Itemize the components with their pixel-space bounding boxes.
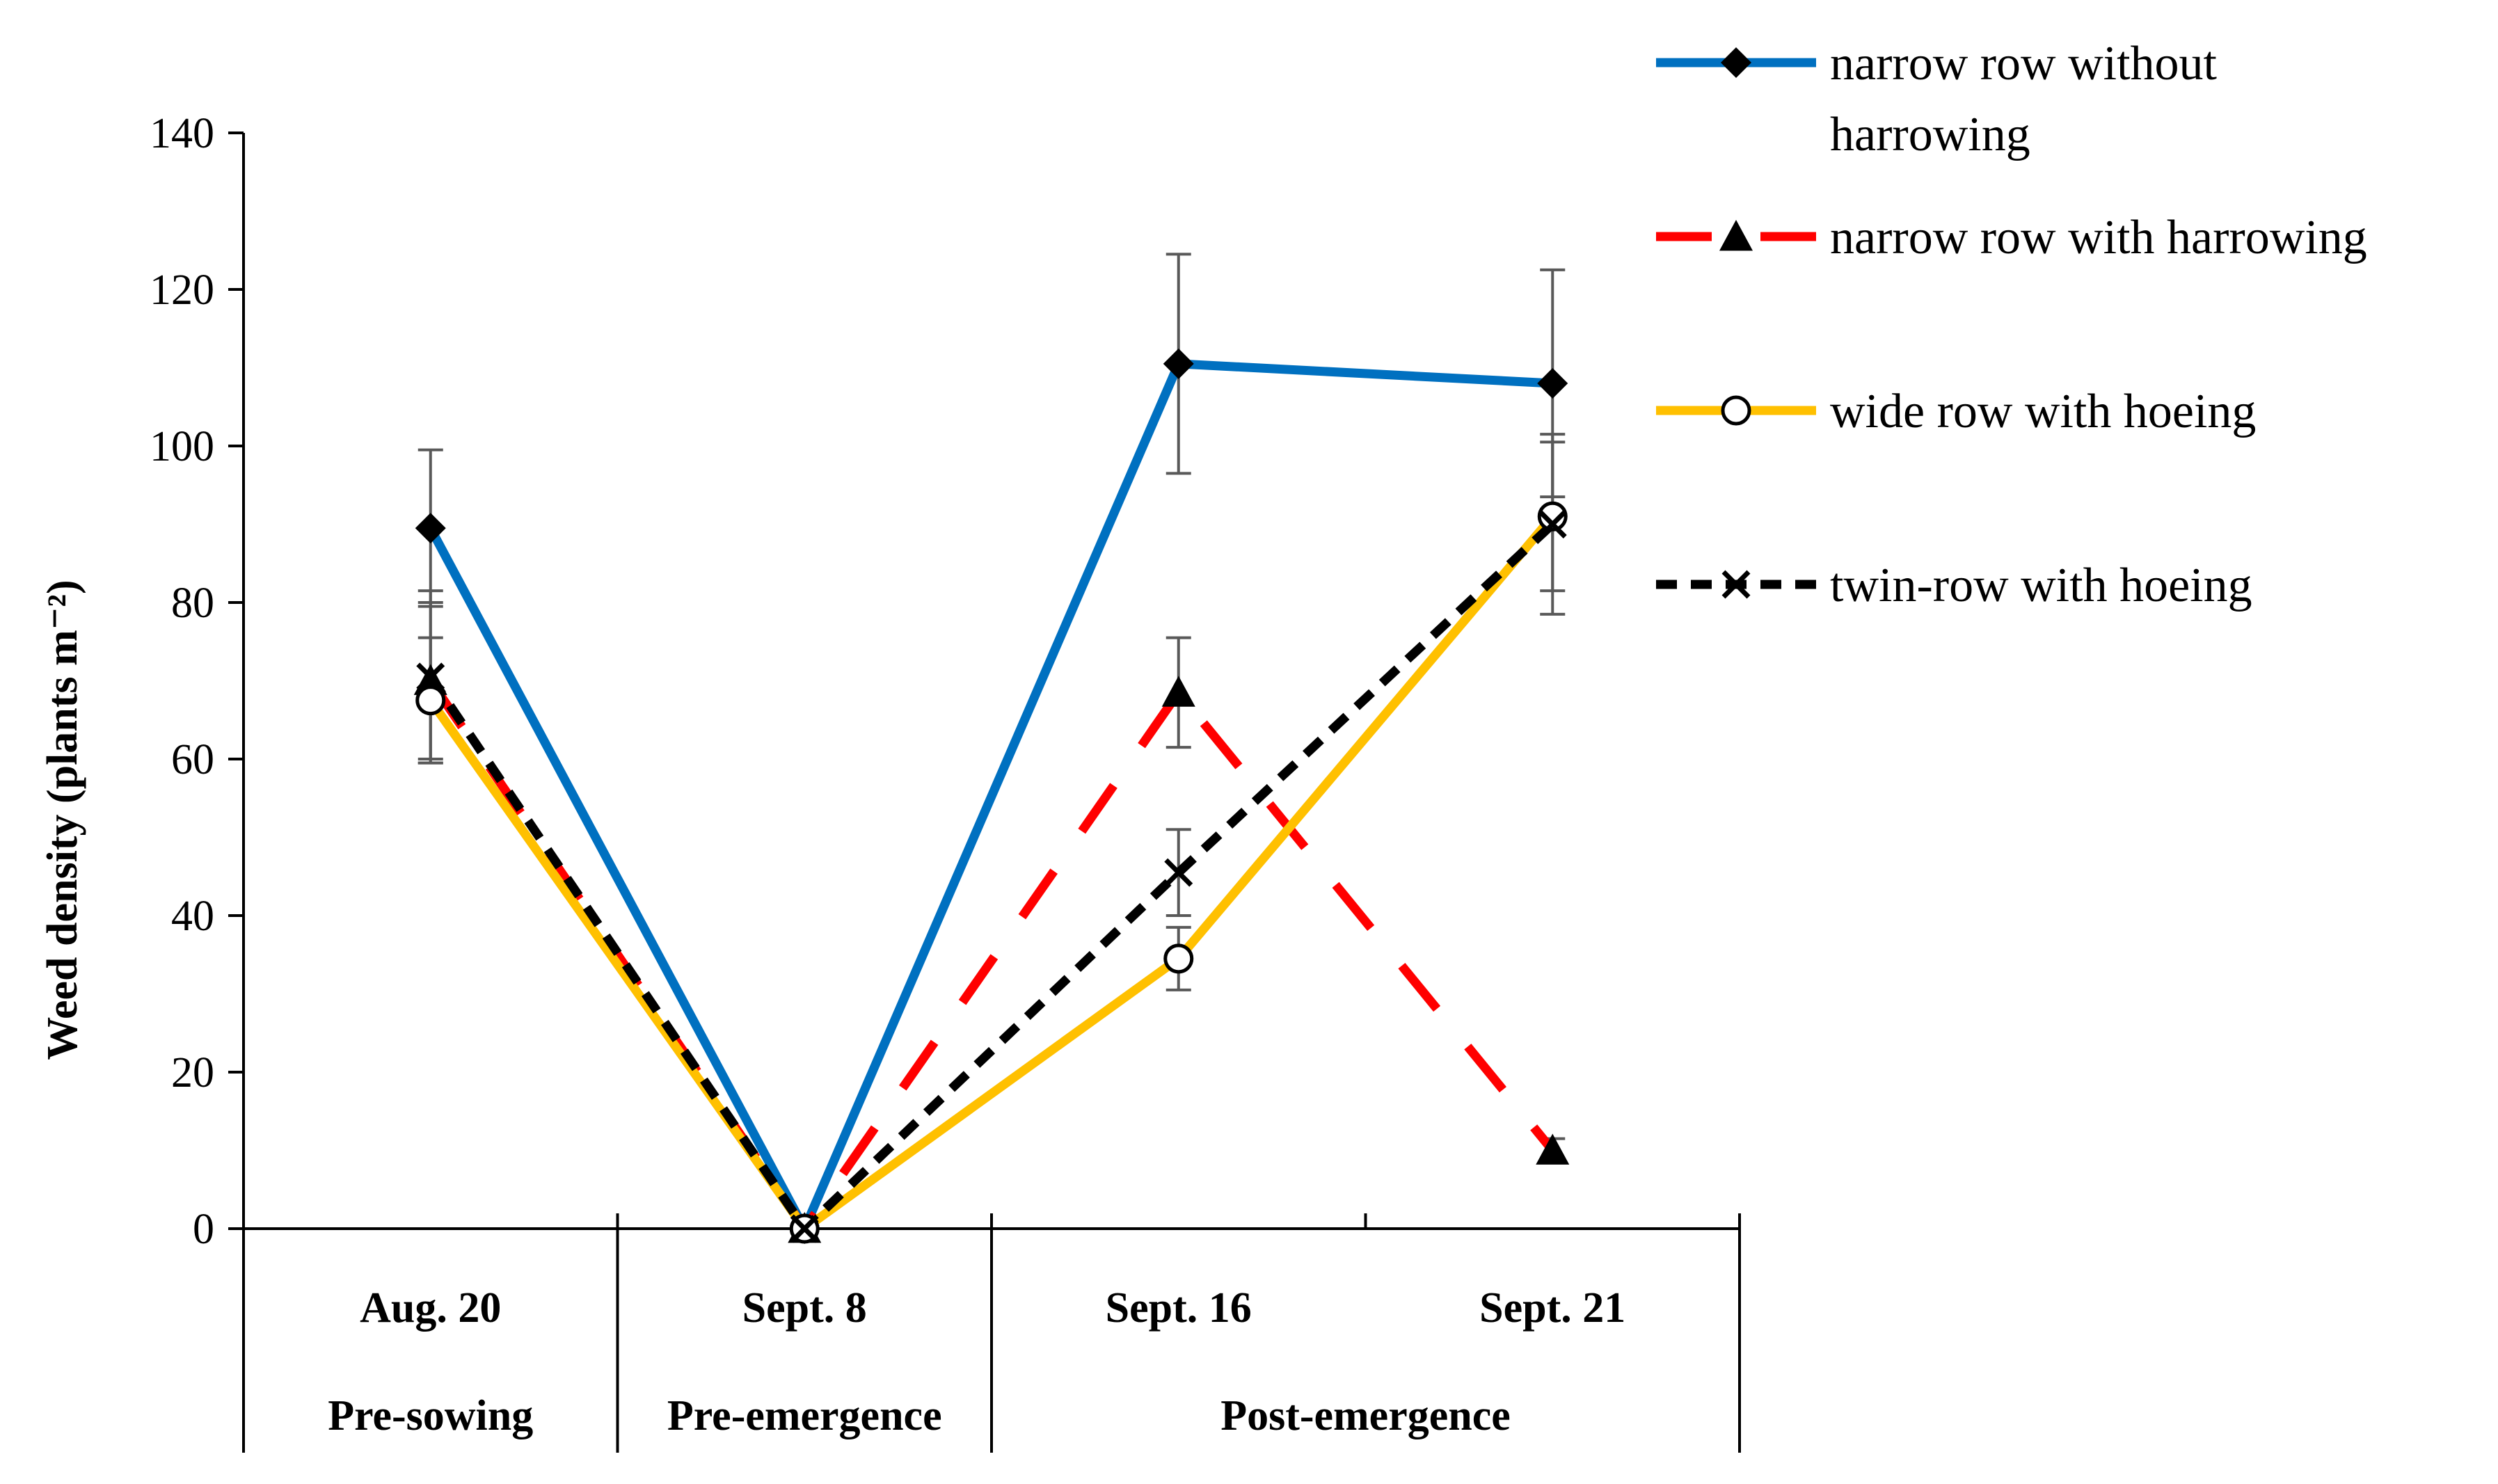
- data-point: [1163, 348, 1194, 379]
- x-group-label: Post-emergence: [1220, 1392, 1511, 1439]
- error-bars-series-2: [417, 601, 1566, 1164]
- markers-series-3: [415, 501, 1568, 1244]
- markers-series-2: [413, 664, 1570, 1243]
- x-category-label: Sept. 8: [742, 1284, 867, 1332]
- data-point: [1164, 858, 1193, 887]
- data-point: [1163, 943, 1194, 974]
- data-point: [1538, 510, 1567, 538]
- legend-item-3: wide row with hoeing: [1656, 385, 2256, 438]
- y-tick-label: 20: [171, 1049, 214, 1096]
- data-point: [1161, 676, 1195, 707]
- y-tick-label: 120: [150, 266, 214, 314]
- x-group-label: Pre-sowing: [328, 1392, 533, 1439]
- markers-series-4: [416, 510, 1567, 1243]
- legend-label: wide row with hoeing: [1830, 385, 2256, 438]
- legend-label: narrow row without: [1830, 37, 2218, 90]
- legend-marker: [1721, 570, 1751, 599]
- series-line-4: [427, 520, 1556, 1234]
- data-point: [416, 662, 445, 692]
- legend-marker: [1721, 47, 1751, 78]
- legend-label: twin-row with hoeing: [1830, 559, 2252, 612]
- legend-item-2: narrow row with harrowing: [1656, 211, 2367, 264]
- legend-item-1: narrow row without harrowing: [1656, 37, 2218, 161]
- y-axis-title: Weed density (plants m⁻²): [39, 580, 86, 1060]
- y-tick-label: 80: [171, 580, 214, 627]
- y-tick-label: 100: [150, 423, 214, 470]
- legend-label: narrow row with harrowing: [1830, 211, 2367, 264]
- data-point: [1537, 501, 1568, 532]
- series-layer: [413, 253, 1570, 1244]
- series-line-1: [426, 359, 1557, 1234]
- series-line-2: [427, 678, 1557, 1234]
- axes: 0 20 40 60 80 100 120 140 Weed density (plants m…: [39, 110, 1741, 1453]
- x-group-label: Pre-emergence: [667, 1392, 942, 1439]
- data-point: [1537, 368, 1568, 399]
- legend-label: harrowing: [1830, 108, 2030, 161]
- y-tick-label: 40: [171, 893, 214, 940]
- x-category-label: Aug. 20: [360, 1284, 501, 1332]
- error-bars-series-1: [417, 253, 1566, 608]
- y-tick-label: 0: [193, 1206, 214, 1253]
- data-point: [415, 513, 446, 544]
- data-point: [1536, 1133, 1570, 1165]
- data-point: [790, 1214, 819, 1243]
- legend-item-4: twin-row with hoeing: [1656, 559, 2252, 612]
- legend-marker: [1719, 220, 1753, 251]
- x-category-label: Sept. 16: [1106, 1284, 1252, 1332]
- x-category-label: Sept. 21: [1479, 1284, 1625, 1332]
- y-tick-label: 60: [171, 736, 214, 783]
- data-point: [415, 685, 446, 716]
- legend-marker: [1721, 395, 1751, 426]
- y-tick-label: 140: [150, 110, 214, 157]
- series-line-3: [426, 511, 1557, 1234]
